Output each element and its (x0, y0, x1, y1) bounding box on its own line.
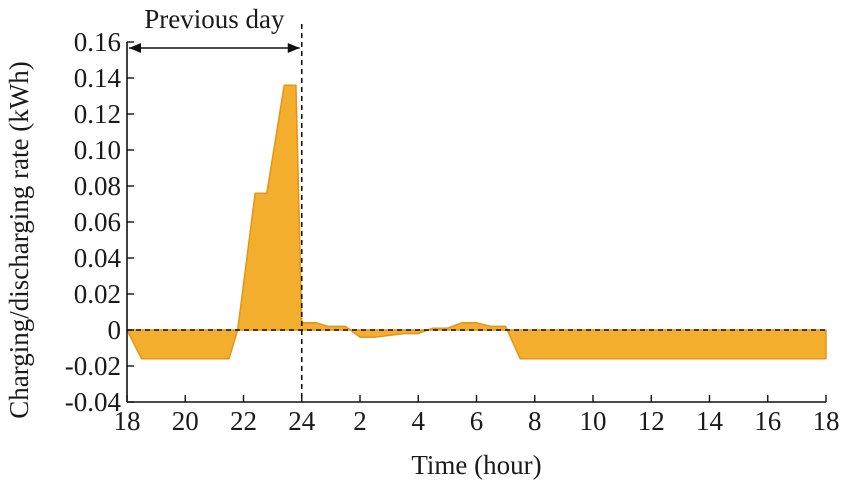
x-tick-label: 18 (813, 406, 840, 436)
plot-area: -0.04 -0.02 0 0.02 0.04 0.06 0.08 0.10 0.12 0.14 0… (65, 24, 840, 436)
x-tick-label: 12 (638, 406, 665, 436)
x-tick-label: 4 (412, 406, 426, 436)
y-tick-label: 0.14 (74, 63, 122, 93)
x-tick-label: 6 (470, 406, 484, 436)
x-tick-label: 10 (580, 406, 607, 436)
x-tick-label: 18 (114, 406, 141, 436)
y-tick-label: 0.10 (74, 135, 121, 165)
x-axis-title: Time (hour) (411, 450, 541, 480)
y-tick-label: 0.16 (74, 27, 121, 57)
y-tick-label: 0.08 (74, 171, 121, 201)
y-tick-label: 0.12 (74, 99, 121, 129)
x-tick-label: 16 (754, 406, 781, 436)
y-tick-label: 0 (108, 315, 122, 345)
y-tick-label: 0.06 (74, 207, 121, 237)
previous-day-label: Previous day (144, 4, 285, 34)
x-tick-label: 22 (230, 406, 257, 436)
x-tick-label: 20 (172, 406, 199, 436)
x-tick-label: 8 (528, 406, 542, 436)
x-tick-label: 2 (353, 406, 367, 436)
x-tick-label: 14 (696, 406, 724, 436)
y-tick-label: -0.02 (65, 351, 121, 381)
previous-day-arrowhead-right (287, 43, 300, 53)
y-tick-label: -0.04 (65, 387, 122, 417)
previous-day-arrowhead-left (129, 43, 141, 53)
y-axis-title: Charging/discharging rate (kWh) (4, 61, 34, 418)
y-tick-label: 0.04 (74, 243, 122, 273)
area-series-0 (126, 84, 827, 360)
x-tick-label: 24 (288, 406, 316, 436)
y-tick-label: 0.02 (74, 279, 121, 309)
